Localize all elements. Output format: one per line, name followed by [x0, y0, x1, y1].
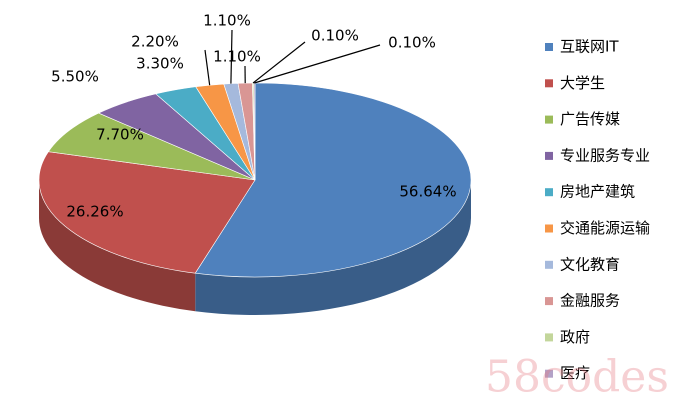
data-label: 1.10%	[203, 12, 251, 30]
legend-label: 文化教育	[560, 255, 620, 273]
slice-side	[39, 180, 196, 312]
data-label: 0.10%	[388, 34, 436, 52]
legend-swatch	[545, 369, 553, 378]
legend-label: 金融服务	[560, 292, 620, 310]
legend-swatch	[545, 224, 553, 233]
data-label: 2.20%	[131, 33, 179, 51]
watermark: 58codes	[485, 352, 669, 403]
legend-swatch	[545, 297, 553, 306]
leader-line	[204, 49, 211, 86]
legend-label: 广告传媒	[560, 110, 620, 128]
legend-swatch	[545, 333, 553, 342]
slice	[38, 151, 256, 274]
legend-label: 专业服务专业	[560, 146, 650, 164]
legend-swatch	[545, 43, 553, 51]
data-label: 26.26%	[66, 203, 123, 221]
data-label: 0.10%	[311, 27, 359, 45]
legend-swatch	[545, 188, 553, 197]
leader-line	[252, 41, 306, 84]
legend-swatch	[545, 115, 553, 124]
slice	[194, 82, 472, 278]
legend-label: 交通能源运输	[560, 219, 650, 237]
data-label: 1.10%	[213, 48, 261, 66]
legend-label: 互联网IT	[560, 38, 619, 56]
legend-label: 政府	[560, 328, 590, 346]
legend-swatch	[545, 151, 553, 160]
legend-label: 医疗	[560, 364, 590, 382]
leader-line	[254, 44, 381, 84]
slice-side	[195, 180, 471, 315]
slice	[47, 112, 256, 181]
leader-line	[230, 29, 233, 84]
legend-swatch	[545, 79, 553, 88]
legend-label: 大学生	[560, 74, 605, 92]
data-label: 7.70%	[96, 126, 144, 144]
legend-swatch	[545, 260, 553, 269]
legend-label: 房地产建筑	[560, 183, 635, 201]
pie: 56.64% 26.26% 7.70% 5.50% 3.30% 2.20% 1.10% 1.1…	[38, 12, 472, 315]
legend: 互联网IT 大学生广告传媒专业服务专业房地产建筑交通能源运输文化教育金融服务政府医…	[545, 38, 650, 382]
data-label: 5.50%	[51, 68, 99, 86]
data-label: 3.30%	[136, 55, 184, 73]
data-label: 56.64%	[399, 183, 456, 201]
